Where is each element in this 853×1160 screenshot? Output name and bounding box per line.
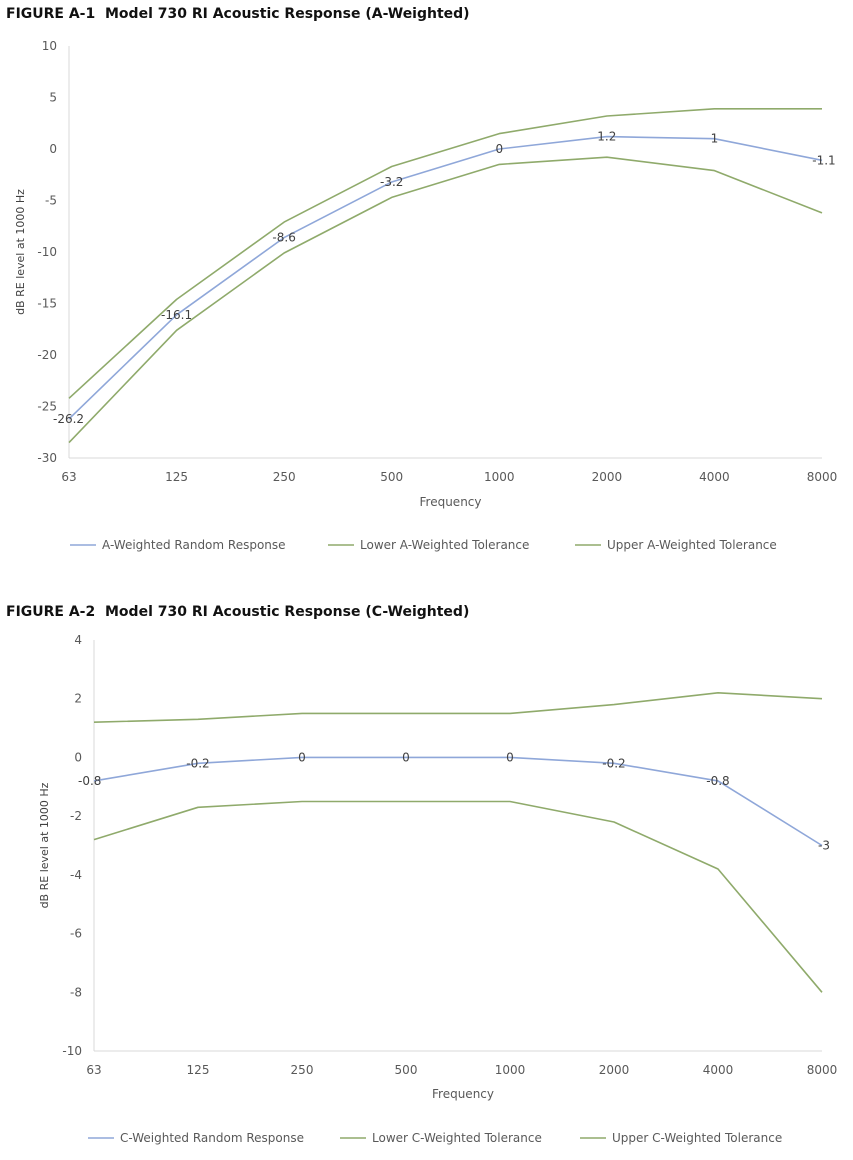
data-label: -3 xyxy=(818,839,830,853)
x-tick-label: 4000 xyxy=(703,1063,734,1077)
series-line-a-weighted-random-response xyxy=(68,135,823,420)
legend-label-lower-c-weighted-tolerance: Lower C-Weighted Tolerance xyxy=(372,1131,542,1145)
y-tick-label: 2 xyxy=(74,692,82,706)
data-label: 0 xyxy=(402,750,410,764)
data-label: -0.2 xyxy=(186,756,209,770)
data-label: -0.8 xyxy=(706,774,729,788)
y-tick-label: 5 xyxy=(49,91,57,105)
legend-label-a-weighted-random-response: A-Weighted Random Response xyxy=(102,538,286,552)
x-tick-label: 250 xyxy=(291,1063,314,1077)
x-tick-label: 63 xyxy=(86,1063,101,1077)
figure-a2-title: FIGURE A-2 Model 730 RI Acoustic Respons… xyxy=(6,604,470,620)
y-tick-label: -10 xyxy=(62,1044,82,1058)
legend-label-upper-a-weighted-tolerance: Upper A-Weighted Tolerance xyxy=(607,538,777,552)
x-tick-label: 1000 xyxy=(484,470,515,484)
data-label: -16.1 xyxy=(161,308,192,322)
y-tick-label: -10 xyxy=(37,245,57,259)
x-tick-label: 1000 xyxy=(495,1063,526,1077)
y-tick-label: 0 xyxy=(49,142,57,156)
figure-a1-title: FIGURE A-1 Model 730 RI Acoustic Respons… xyxy=(6,6,470,22)
data-label: -0.8 xyxy=(78,774,101,788)
y-axis-title: dB RE level at 1000 Hz xyxy=(14,189,27,315)
x-tick-label: 500 xyxy=(395,1063,418,1077)
y-tick-label: -25 xyxy=(37,400,57,414)
series-line-upper-c-weighted-tolerance xyxy=(93,692,823,723)
y-tick-label: -2 xyxy=(70,809,82,823)
y-tick-label: -4 xyxy=(70,868,82,882)
data-label: 1 xyxy=(711,132,719,146)
x-tick-label: 8000 xyxy=(807,1063,838,1077)
data-label: -0.2 xyxy=(602,756,625,770)
x-tick-label: 250 xyxy=(273,470,296,484)
y-axis-title: dB RE level at 1000 Hz xyxy=(38,782,51,908)
y-tick-label: -6 xyxy=(70,927,82,941)
series-line-lower-c-weighted-tolerance xyxy=(93,800,823,993)
data-label: 1.2 xyxy=(597,130,616,144)
x-axis-title: Frequency xyxy=(420,495,482,509)
data-label: -1.1 xyxy=(812,153,835,167)
y-tick-label: -5 xyxy=(45,194,57,208)
data-label: 0 xyxy=(506,750,514,764)
y-tick-label: 4 xyxy=(74,633,82,647)
legend-label-c-weighted-random-response: C-Weighted Random Response xyxy=(120,1131,304,1145)
y-tick-label: -20 xyxy=(37,348,57,362)
x-tick-label: 2000 xyxy=(599,1063,630,1077)
x-tick-label: 8000 xyxy=(807,470,838,484)
data-label: -3.2 xyxy=(380,175,403,189)
y-tick-label: -8 xyxy=(70,985,82,999)
y-tick-label: -15 xyxy=(37,297,57,311)
y-tick-label: -30 xyxy=(37,451,57,465)
data-label: 0 xyxy=(298,750,306,764)
series-line-upper-a-weighted-tolerance xyxy=(68,108,822,399)
y-tick-label: 10 xyxy=(42,39,57,53)
x-tick-label: 4000 xyxy=(699,470,730,484)
series-line-lower-a-weighted-tolerance xyxy=(68,156,823,444)
x-tick-label: 2000 xyxy=(592,470,623,484)
legend-label-lower-a-weighted-tolerance: Lower A-Weighted Tolerance xyxy=(360,538,529,552)
x-axis-title: Frequency xyxy=(432,1087,494,1101)
legend-label-upper-c-weighted-tolerance: Upper C-Weighted Tolerance xyxy=(612,1131,782,1145)
data-label: -26.2 xyxy=(53,412,84,426)
figure-a2-chart: 4 2 0 -2 -4 -6 -8 -10 63 125 250 500 1000 2000 4000 800… xyxy=(38,633,838,1145)
data-label: -8.6 xyxy=(272,231,295,245)
x-tick-label: 125 xyxy=(165,470,188,484)
figure-a1: FIGURE A-1 Model 730 RI Acoustic Respons… xyxy=(6,6,838,552)
x-tick-label: 500 xyxy=(380,470,403,484)
x-tick-label: 63 xyxy=(61,470,76,484)
figure-a2: FIGURE A-2 Model 730 RI Acoustic Respons… xyxy=(0,598,853,1158)
series-line-c-weighted-random-response xyxy=(93,756,823,847)
x-tick-label: 125 xyxy=(187,1063,210,1077)
data-label: 0 xyxy=(495,142,503,156)
y-tick-label: 0 xyxy=(74,750,82,764)
